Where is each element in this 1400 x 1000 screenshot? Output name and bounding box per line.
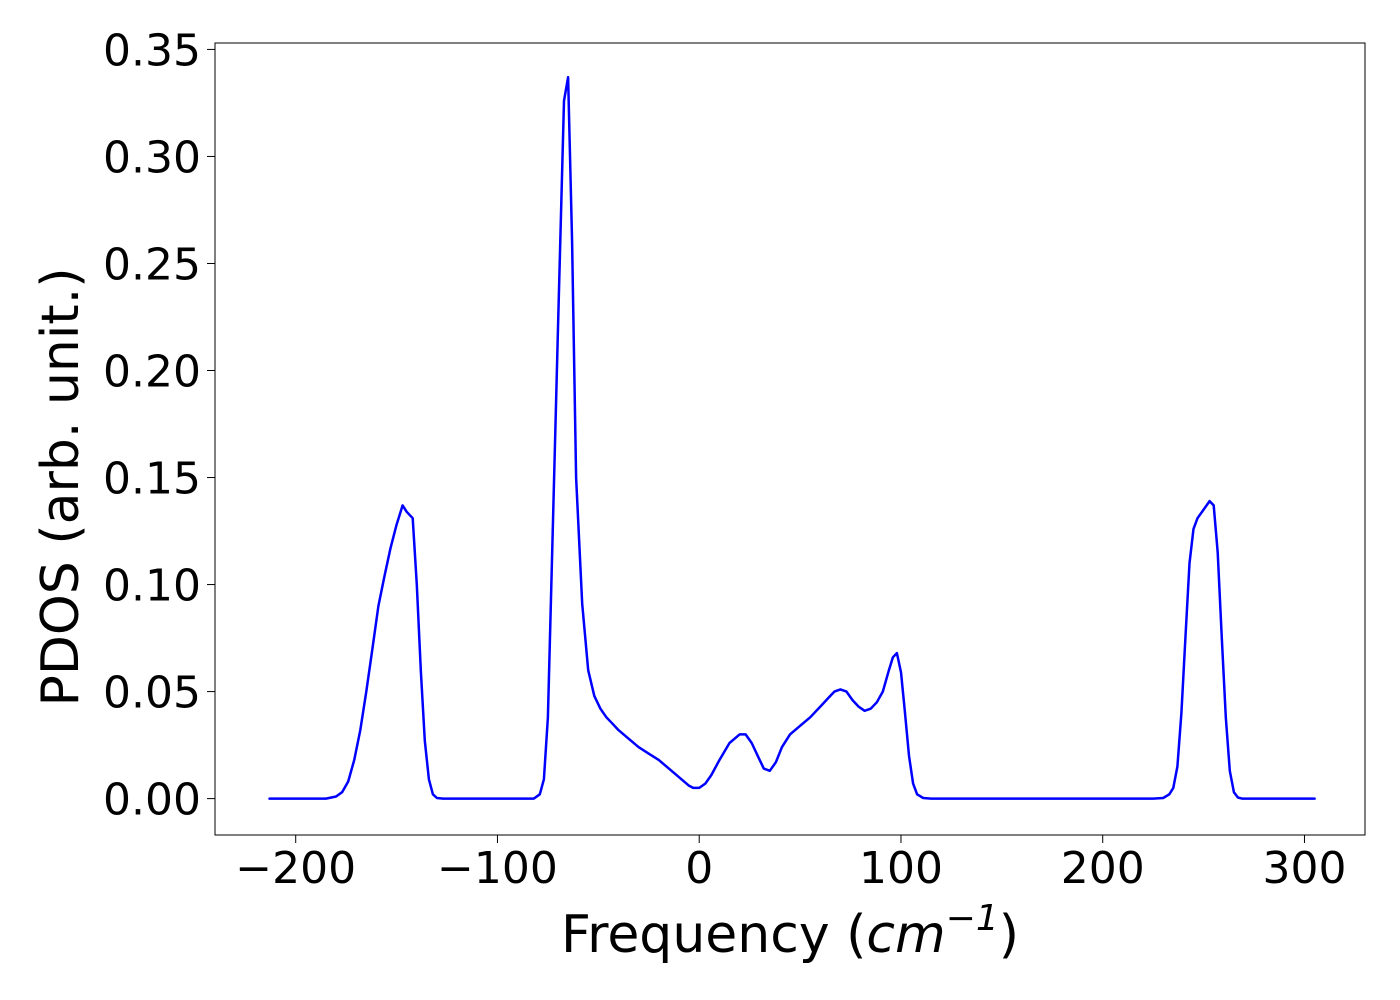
y-axis-label: PDOS (arb. unit.) (31, 267, 91, 706)
x-tick-label: 100 (859, 843, 943, 894)
x-axis-label-unit-base: cm (866, 905, 945, 965)
y-tick-label: 0.00 (103, 775, 201, 826)
y-tick-label: 0.35 (103, 25, 201, 76)
x-axis: −200 −100 0 100 200 300 (235, 835, 1346, 894)
x-tick-label: −200 (235, 843, 356, 894)
y-tick-label: 0.15 (103, 454, 201, 505)
y-tick-label: 0.05 (103, 668, 201, 719)
y-tick-label: 0.30 (103, 132, 201, 183)
x-axis-label-suffix: ) (999, 905, 1019, 965)
y-tick-label: 0.25 (103, 239, 201, 290)
y-tick-label: 0.20 (103, 347, 201, 398)
x-tick-label: 300 (1262, 843, 1346, 894)
x-tick-label: −100 (437, 843, 558, 894)
x-tick-label: 200 (1061, 843, 1145, 894)
y-axis: 0.00 0.05 0.10 0.15 0.20 0.25 0.30 0.35 (103, 25, 215, 826)
y-tick-label: 0.10 (103, 561, 201, 612)
x-axis-label-unit-exponent: −1 (946, 898, 999, 939)
pdos-series-line (268, 75, 1316, 800)
x-axis-label-prefix: Frequency ( (561, 905, 866, 965)
x-tick-label: 0 (685, 843, 713, 894)
x-axis-label: Frequency (cm−1) (561, 898, 1019, 965)
plot-frame (214, 42, 1366, 836)
